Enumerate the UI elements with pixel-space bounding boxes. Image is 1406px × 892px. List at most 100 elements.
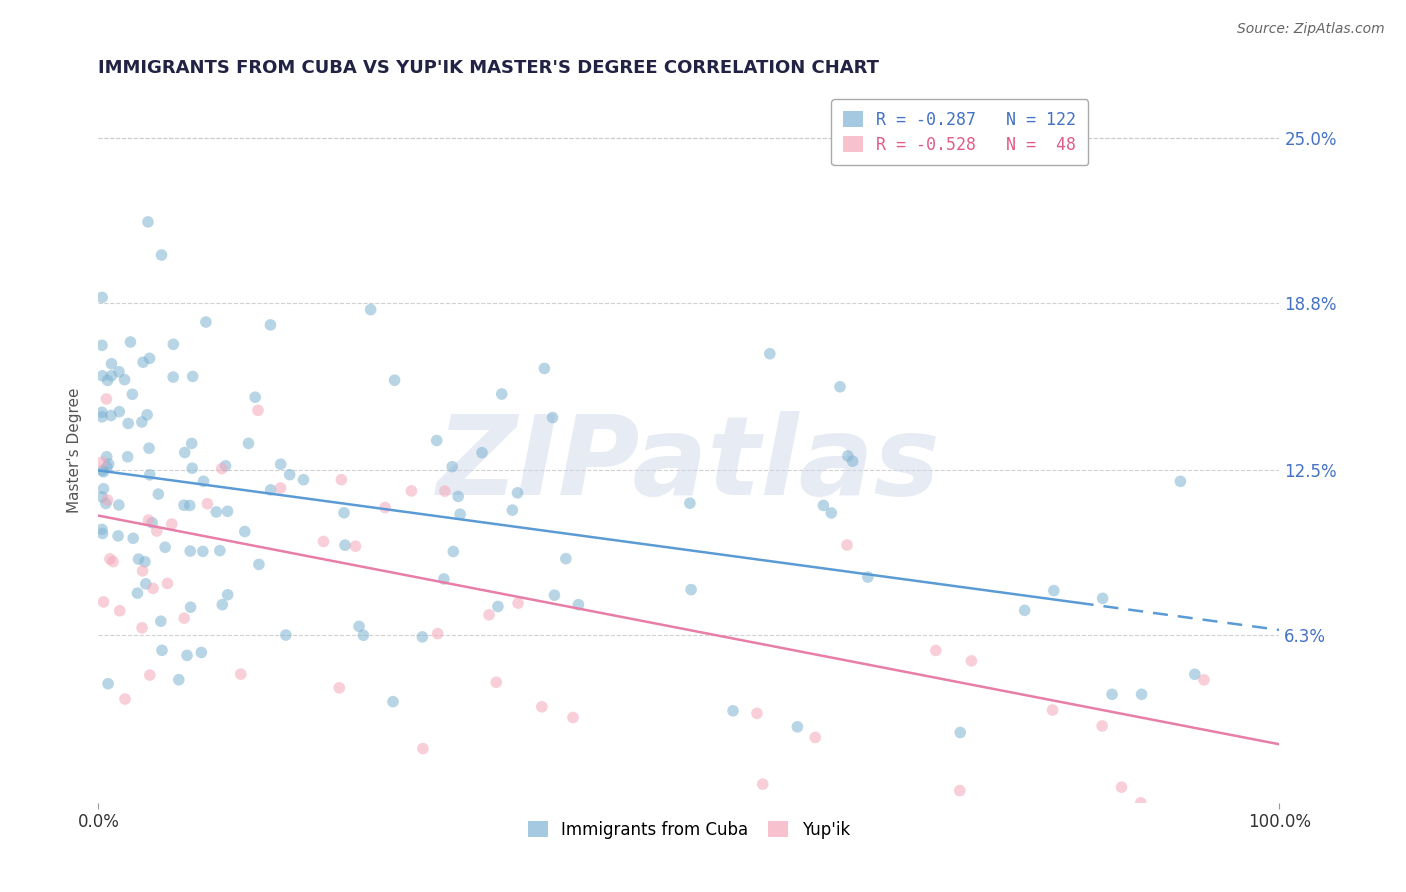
Point	[108, 365, 131, 379]
Text: Source: ZipAtlas.com: Source: ZipAtlas.com	[1237, 22, 1385, 37]
Point	[91, 290, 114, 304]
Point	[180, 436, 202, 450]
Point	[804, 731, 827, 745]
Point	[128, 552, 150, 566]
Point	[491, 387, 513, 401]
Point	[176, 648, 198, 663]
Point	[447, 490, 470, 504]
Point	[567, 598, 589, 612]
Point	[136, 215, 159, 229]
Point	[541, 410, 564, 425]
Point	[97, 677, 120, 691]
Point	[214, 458, 236, 473]
Point	[333, 506, 356, 520]
Point	[100, 357, 122, 371]
Point	[149, 614, 172, 628]
Point	[160, 516, 183, 531]
Point	[260, 483, 283, 497]
Point	[191, 544, 214, 558]
Point	[506, 596, 529, 610]
Point	[138, 441, 160, 455]
Point	[278, 467, 301, 482]
Point	[117, 450, 139, 464]
Point	[93, 465, 115, 479]
Point	[139, 467, 162, 482]
Point	[856, 570, 879, 584]
Point	[554, 551, 576, 566]
Point	[180, 600, 202, 615]
Point	[269, 481, 291, 495]
Point	[721, 704, 744, 718]
Point	[478, 607, 501, 622]
Point	[312, 534, 335, 549]
Point	[828, 380, 851, 394]
Point	[441, 459, 464, 474]
Point	[96, 392, 118, 406]
Point	[122, 531, 145, 545]
Point	[211, 461, 233, 475]
Point	[193, 475, 215, 489]
Point	[841, 454, 863, 468]
Point	[1129, 796, 1152, 810]
Point	[138, 513, 160, 527]
Point	[114, 373, 136, 387]
Point	[949, 783, 972, 797]
Point	[96, 450, 118, 464]
Point	[384, 373, 406, 387]
Point	[433, 484, 456, 499]
Point	[131, 415, 153, 429]
Point	[162, 370, 184, 384]
Point	[382, 695, 405, 709]
Point	[91, 463, 114, 477]
Point	[543, 588, 565, 602]
Point	[173, 611, 195, 625]
Point	[114, 692, 136, 706]
Point	[562, 710, 585, 724]
Point	[751, 777, 773, 791]
Point	[138, 351, 160, 366]
Point	[233, 524, 256, 539]
Point	[190, 645, 212, 659]
Point	[211, 598, 233, 612]
Point	[1111, 780, 1133, 794]
Point	[1101, 687, 1123, 701]
Text: ZIPatlas: ZIPatlas	[437, 411, 941, 518]
Point	[412, 741, 434, 756]
Point	[179, 544, 201, 558]
Point	[1192, 673, 1215, 687]
Point	[433, 572, 456, 586]
Point	[270, 457, 292, 471]
Point	[238, 436, 260, 450]
Point	[681, 582, 703, 597]
Point	[96, 460, 118, 475]
Point	[1014, 603, 1036, 617]
Point	[786, 720, 808, 734]
Point	[471, 445, 494, 459]
Point	[97, 373, 120, 387]
Point	[328, 681, 350, 695]
Point	[91, 409, 114, 424]
Point	[960, 654, 983, 668]
Point	[150, 248, 173, 262]
Point	[679, 496, 702, 510]
Y-axis label: Master's Degree: Master's Degree	[67, 388, 83, 513]
Point	[949, 725, 972, 739]
Point	[530, 699, 553, 714]
Point	[835, 538, 858, 552]
Point	[91, 338, 114, 352]
Point	[820, 506, 842, 520]
Point	[181, 461, 204, 475]
Point	[360, 302, 382, 317]
Point	[195, 497, 218, 511]
Point	[100, 409, 122, 423]
Point	[347, 619, 370, 633]
Point	[259, 318, 281, 332]
Point	[94, 496, 117, 510]
Point	[1184, 667, 1206, 681]
Point	[1091, 591, 1114, 606]
Point	[217, 588, 239, 602]
Point	[1091, 719, 1114, 733]
Point	[108, 404, 131, 418]
Point	[108, 498, 131, 512]
Point	[91, 490, 114, 504]
